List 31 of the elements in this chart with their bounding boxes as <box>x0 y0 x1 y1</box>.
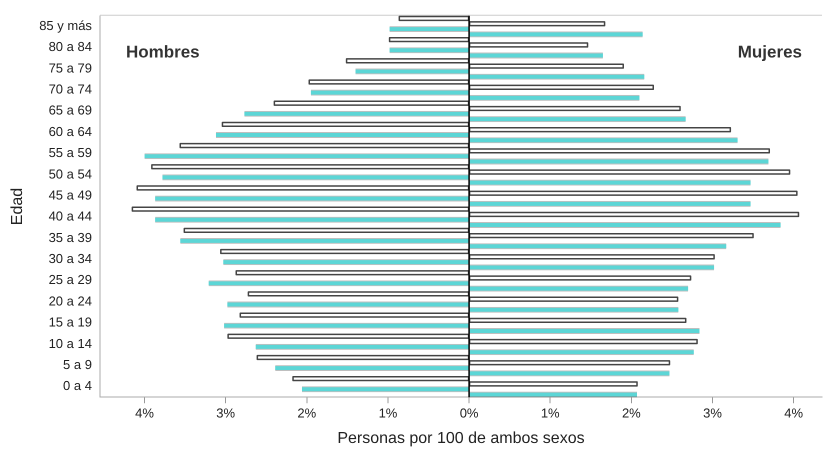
y-tick-label: 25 a 29 <box>48 272 92 288</box>
x-tick-label: 2% <box>622 406 642 421</box>
x-tick-label: 0% <box>460 406 479 421</box>
y-tick-label: 65 a 69 <box>48 102 92 118</box>
y-tick-label: 60 a 64 <box>48 124 92 139</box>
annotation: Mujeres <box>738 42 802 62</box>
y-tick-label: 75 a 79 <box>48 60 92 76</box>
x-tick-label: 4% <box>784 406 804 421</box>
y-tick-label: 35 a 39 <box>48 230 92 245</box>
x-tick-label: 1% <box>378 406 398 421</box>
y-tick-label: 10 a 14 <box>48 336 92 351</box>
x-tick-label: 4% <box>135 406 154 421</box>
x-axis-title: Personas por 100 de ambos sexos <box>337 430 585 447</box>
y-tick-label: 40 a 44 <box>48 208 92 224</box>
x-tick-label: 3% <box>703 406 722 421</box>
y-tick-label: 5 a 9 <box>63 356 92 372</box>
y-tick-label: 55 a 59 <box>48 145 92 160</box>
y-axis-title: Edad <box>9 188 26 226</box>
x-tick-label: 3% <box>216 406 236 421</box>
annotation: Hombres <box>126 42 200 62</box>
y-tick-label: 80 a 84 <box>48 39 92 54</box>
y-tick-label: 20 a 24 <box>48 293 92 308</box>
x-tick-label: 2% <box>297 406 317 421</box>
y-tick-label: 85 y más <box>39 18 92 33</box>
y-tick-label: 0 a 4 <box>63 378 92 394</box>
y-tick-label: 15 a 19 <box>48 314 92 330</box>
y-tick-label: 30 a 34 <box>48 251 92 266</box>
y-tick-label: 50 a 54 <box>48 166 92 182</box>
x-tick-label: 1% <box>540 406 560 421</box>
y-tick-label: 45 a 49 <box>48 187 92 202</box>
y-tick-label: 70 a 74 <box>48 82 92 97</box>
